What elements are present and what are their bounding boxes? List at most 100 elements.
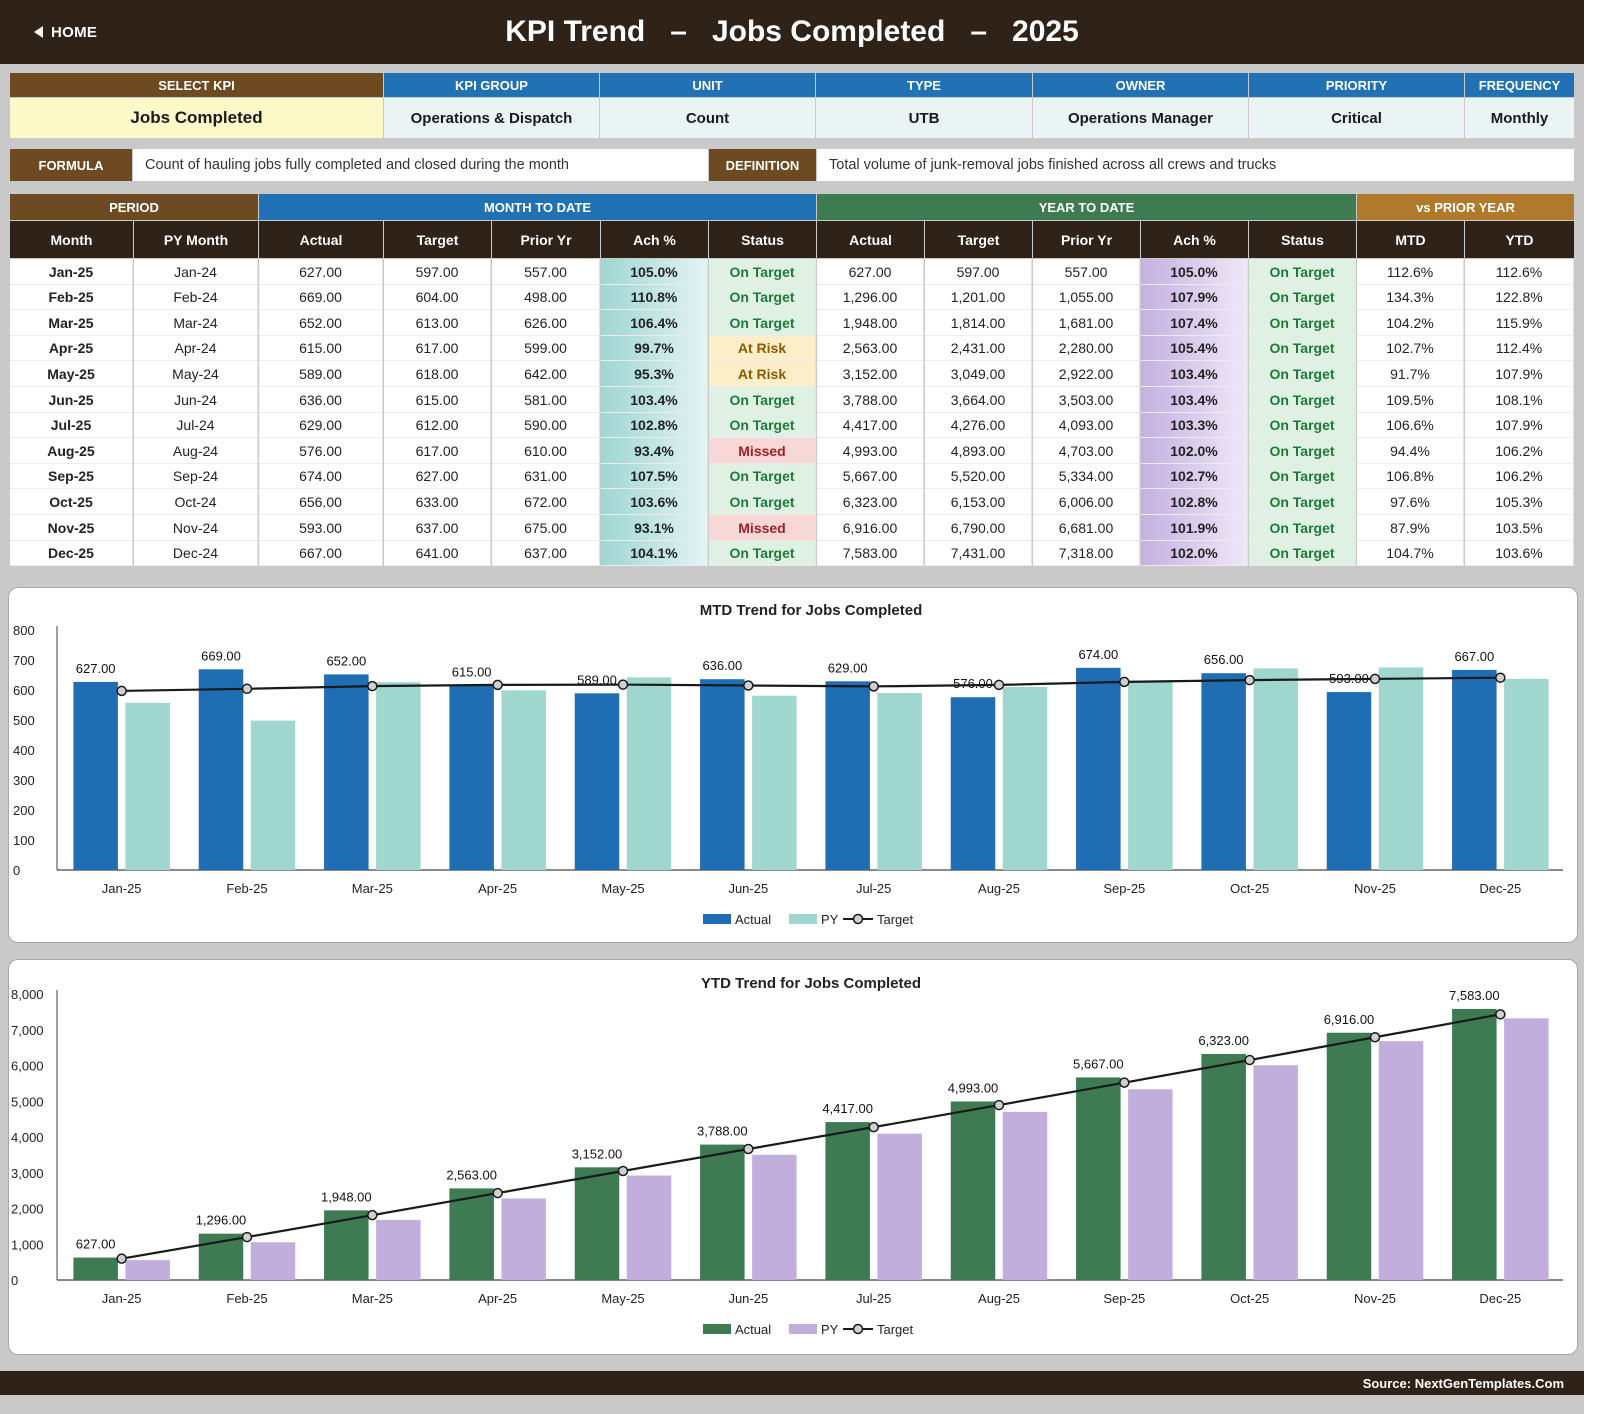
legend-actual-label: Actual (735, 912, 771, 927)
ytd-target-column-header: Target (925, 221, 1032, 258)
ytd-ach-cell: 101.9% (1141, 515, 1248, 541)
actual-bar (198, 669, 244, 870)
mtd-prior-yr-cell: 557.00 (492, 259, 600, 285)
mtd-actual-cell: 629.00 (259, 413, 383, 438)
mtd-prior-yr-column-header: Prior Yr (492, 221, 600, 258)
unit-value: Count (600, 98, 815, 138)
ytd-actual-column-header: Actual (817, 221, 924, 258)
actual-bar (73, 1257, 118, 1280)
py-month-cell: Mar-24 (134, 310, 258, 336)
py-bar (125, 1260, 170, 1280)
home-button[interactable]: HOME (34, 20, 97, 44)
ytd-prior-yr-cell: 1,681.00 (1033, 310, 1140, 336)
vs-py-ytd-cell: 112.4% (1465, 336, 1574, 361)
py-bar (1002, 687, 1048, 870)
ytd-prior-yr-cell: 557.00 (1033, 259, 1140, 285)
py-bar (1378, 667, 1424, 870)
ytd-actual-cell: 4,993.00 (817, 438, 924, 464)
py-bar (1253, 1065, 1298, 1280)
target-point (1369, 673, 1381, 685)
ytd-ach-cell: 102.0% (1141, 541, 1248, 566)
definition-text: Total volume of junk-removal jobs finish… (817, 149, 1574, 181)
vs-py-ytd-cell: 122.8% (1465, 285, 1574, 310)
period-group-header: PERIOD (10, 194, 258, 220)
ytd-status-cell: On Target (1249, 259, 1356, 285)
mtd-status-cell: On Target (709, 464, 816, 489)
mtd-status-cell: At Risk (709, 336, 816, 361)
py-month-column-header: PY Month (134, 221, 258, 258)
ytd-actual-cell: 6,916.00 (817, 515, 924, 541)
y-tick-label: 100 (13, 833, 35, 848)
x-tick-label: Dec-25 (1479, 1291, 1521, 1306)
mtd-prior-yr-cell: 631.00 (492, 464, 600, 489)
vs-py-ytd-column-header: YTD (1465, 221, 1574, 258)
ytd-prior-yr-cell: 4,703.00 (1033, 438, 1140, 464)
ytd-target-cell: 2,431.00 (925, 336, 1032, 361)
y-tick-label: 6,000 (11, 1059, 44, 1074)
mtd-chart-panel: MTD Trend for Jobs Completed 0 100 200 300 40… (8, 587, 1578, 943)
frequency-value: Monthly (1465, 98, 1574, 138)
ytd-actual-cell: 3,788.00 (817, 387, 924, 413)
mtd-target-cell: 597.00 (384, 259, 491, 285)
ytd-target-cell: 7,431.00 (925, 541, 1032, 566)
vs-py-ytd-cell: 108.1% (1465, 387, 1574, 413)
vs-py-mtd-cell: 104.7% (1357, 541, 1464, 566)
actual-bar (950, 697, 996, 870)
legend-target-label: Target (877, 1322, 914, 1337)
target-point (617, 1165, 629, 1177)
mtd-ach-cell: 99.7% (601, 336, 708, 361)
py-bar (1128, 680, 1173, 870)
py-bar (250, 720, 296, 870)
vs-py-ytd-cell: 107.9% (1465, 361, 1574, 387)
y-tick-label: 4,000 (11, 1130, 44, 1145)
owner-value: Operations Manager (1033, 98, 1248, 138)
ytd-ach-cell: 102.8% (1141, 489, 1248, 515)
y-tick-label: 600 (13, 683, 35, 698)
mtd-actual-cell: 576.00 (259, 438, 383, 464)
target-point (617, 679, 629, 690)
mtd-status-cell: On Target (709, 387, 816, 413)
actual-bar (1326, 692, 1372, 870)
month-cell: Oct-25 (10, 489, 133, 515)
py-month-cell: Dec-24 (134, 541, 258, 566)
ytd-ach-cell: 105.0% (1141, 259, 1248, 285)
py-month-cell: Apr-24 (134, 336, 258, 361)
mtd-ach-cell: 93.4% (601, 438, 708, 464)
mtd-actual-cell: 615.00 (259, 336, 383, 361)
ytd-ach-column-header: Ach % (1141, 221, 1248, 258)
mtd-status-column-header: Status (709, 221, 816, 258)
target-point (993, 1099, 1005, 1111)
actual-data-label: 1,296.00 (196, 1213, 247, 1228)
target-point (1119, 1077, 1130, 1088)
vs-py-mtd-cell: 87.9% (1357, 515, 1464, 541)
y-tick-label: 200 (13, 803, 35, 818)
target-point (492, 1187, 503, 1199)
ytd-status-cell: On Target (1249, 438, 1356, 464)
month-cell: Jul-25 (10, 413, 133, 438)
actual-bar (324, 674, 369, 870)
month-cell: Feb-25 (10, 285, 133, 310)
x-tick-label: Sep-25 (1103, 881, 1145, 896)
py-month-cell: Jun-24 (134, 387, 258, 413)
actual-bar (1201, 673, 1246, 870)
actual-bar (449, 685, 494, 870)
target-point (116, 1253, 127, 1264)
mtd-ach-column-header: Ach % (601, 221, 708, 258)
select-kpi-dropdown[interactable]: Jobs Completed (10, 98, 383, 138)
y-tick-label: 5,000 (11, 1094, 44, 1109)
mtd-target-cell: 627.00 (384, 464, 491, 489)
ytd-target-cell: 3,664.00 (925, 387, 1032, 413)
x-tick-label: May-25 (601, 1291, 644, 1306)
ytd-actual-cell: 4,417.00 (817, 413, 924, 438)
mtd-target-cell: 618.00 (384, 361, 491, 387)
py-bar (626, 677, 672, 870)
ytd-actual-cell: 6,323.00 (817, 489, 924, 515)
ytd-ach-cell: 103.4% (1141, 361, 1248, 387)
unit-header: UNIT (600, 73, 815, 97)
actual-bar (825, 1122, 870, 1280)
actual-bar (1326, 1032, 1372, 1280)
ytd-target-cell: 4,893.00 (925, 438, 1032, 464)
y-tick-label: 3,000 (11, 1166, 44, 1181)
actual-data-label: 3,152.00 (572, 1146, 623, 1161)
vs-py-mtd-cell: 91.7% (1357, 361, 1464, 387)
